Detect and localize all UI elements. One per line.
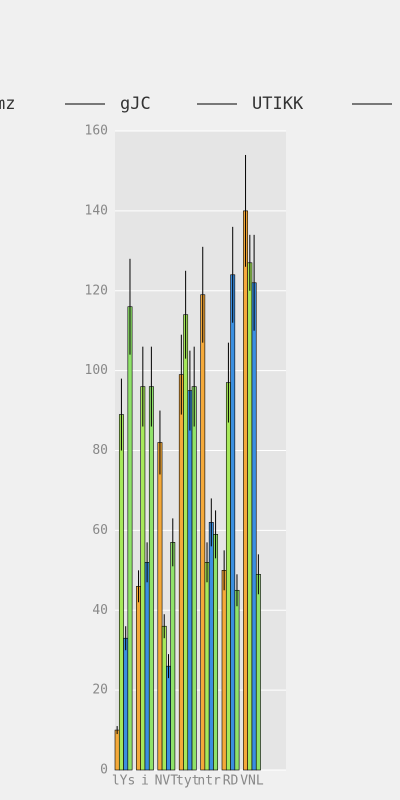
y-tick-label: 120 (85, 283, 108, 298)
x-tick-label: tyt (176, 774, 199, 789)
legend-label: gJC (120, 94, 151, 114)
x-tick-label: i (141, 774, 149, 789)
x-tick-label: ntr (197, 774, 221, 789)
bar (221, 570, 227, 771)
bar (157, 442, 163, 771)
bar (191, 386, 197, 771)
bar (118, 414, 124, 771)
bar (255, 574, 261, 771)
x-tick-label: lYs (112, 774, 135, 789)
bar (204, 562, 210, 771)
bar (170, 542, 176, 771)
bar (243, 210, 248, 771)
bar (234, 589, 240, 771)
bar (213, 534, 219, 771)
bar (136, 585, 141, 771)
bar (200, 294, 206, 771)
bar (114, 729, 120, 771)
y-tick-label: 160 (85, 124, 108, 139)
y-tick-label: 100 (85, 363, 108, 378)
x-tick-label: RD (223, 774, 239, 789)
legend-label: UTIKK (252, 94, 304, 114)
y-tick-label: 0 (100, 763, 108, 778)
y-tick-label: 140 (85, 203, 108, 218)
bar (251, 282, 257, 771)
bar (140, 386, 146, 771)
bar (127, 306, 133, 771)
x-tick-label: NVT (155, 774, 179, 789)
y-tick-label: 20 (92, 683, 108, 698)
y-tick-label: 60 (92, 523, 108, 538)
y-tick-label: 40 (92, 603, 108, 618)
bar (183, 314, 189, 771)
x-tick-label: VNL (240, 774, 264, 789)
bar (225, 382, 231, 771)
y-tick-label: 80 (92, 443, 108, 458)
legend-label: mz (0, 94, 15, 114)
bar (247, 262, 253, 771)
bar (178, 374, 184, 771)
bar (187, 390, 193, 771)
bar (144, 562, 150, 771)
bar (166, 665, 171, 771)
bar (123, 637, 129, 771)
bar (161, 625, 167, 771)
bar (148, 386, 154, 771)
bar (230, 274, 236, 771)
bar (208, 522, 214, 771)
